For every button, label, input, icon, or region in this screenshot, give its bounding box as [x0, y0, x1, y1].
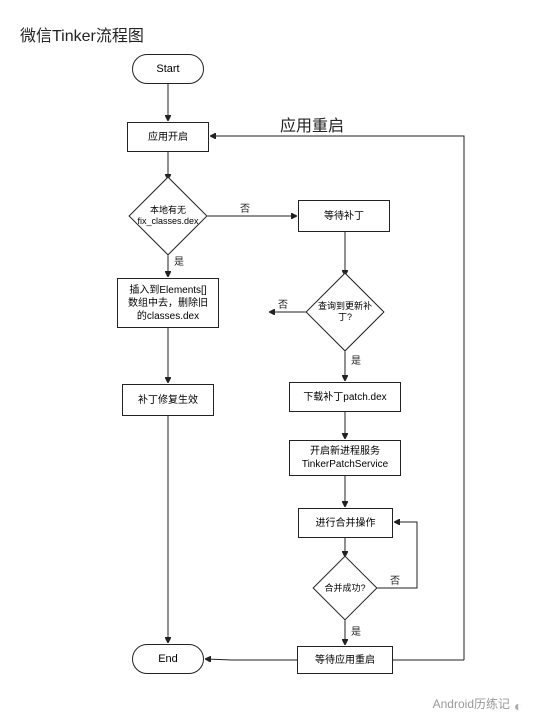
app-open-node: 应用开启	[127, 122, 209, 152]
wait-patch-node: 等待补丁	[298, 200, 390, 232]
query-yes-label: 是	[351, 352, 361, 367]
download-patch-node: 下载补丁patch.dex	[289, 382, 401, 412]
start-service-node: 开启新进程服务 TinkerPatchService	[289, 440, 401, 476]
insert-elements-label: 插入到Elements[] 数组中去，删除旧 的classes.dex	[128, 284, 208, 323]
restart-label: 应用重启	[280, 112, 344, 136]
patch-effective-label: 补丁修复生效	[138, 394, 198, 407]
query-update-node: 查询到更新补 丁?	[317, 284, 373, 340]
start-node: Start	[132, 54, 204, 84]
edges-layer	[0, 0, 540, 720]
download-patch-label: 下载补丁patch.dex	[303, 391, 386, 404]
wait-restart-node: 等待应用重启	[297, 646, 393, 674]
wait-restart-label: 等待应用重启	[315, 654, 375, 667]
watermark-text: Android历练记	[433, 695, 510, 712]
wait-patch-label: 等待补丁	[324, 210, 364, 223]
start-label: Start	[156, 63, 179, 75]
check-fix-label: 本地有无 fix_classes.dex	[140, 188, 196, 244]
app-open-label: 应用开启	[148, 131, 188, 144]
merge-op-node: 进行合并操作	[298, 508, 393, 538]
insert-elements-node: 插入到Elements[] 数组中去，删除旧 的classes.dex	[117, 278, 219, 328]
check-fix-yes-label: 是	[174, 253, 184, 268]
merge-op-label: 进行合并操作	[316, 517, 376, 530]
patch-effective-node: 补丁修复生效	[122, 384, 214, 416]
query-no-label: 否	[278, 296, 288, 311]
query-update-label: 查询到更新补 丁?	[317, 284, 373, 340]
end-node: End	[132, 644, 204, 674]
check-fix-no-label: 否	[240, 200, 250, 215]
merge-success-label: 合并成功?	[322, 565, 368, 611]
check-fix-node: 本地有无 fix_classes.dex	[140, 188, 196, 244]
wechat-icon: ◐	[514, 698, 530, 714]
start-service-label: 开启新进程服务 TinkerPatchService	[302, 445, 388, 471]
merge-yes-label: 是	[351, 623, 361, 638]
end-label: End	[158, 653, 178, 665]
merge-no-label: 否	[390, 572, 400, 587]
merge-success-node: 合并成功?	[322, 565, 368, 611]
